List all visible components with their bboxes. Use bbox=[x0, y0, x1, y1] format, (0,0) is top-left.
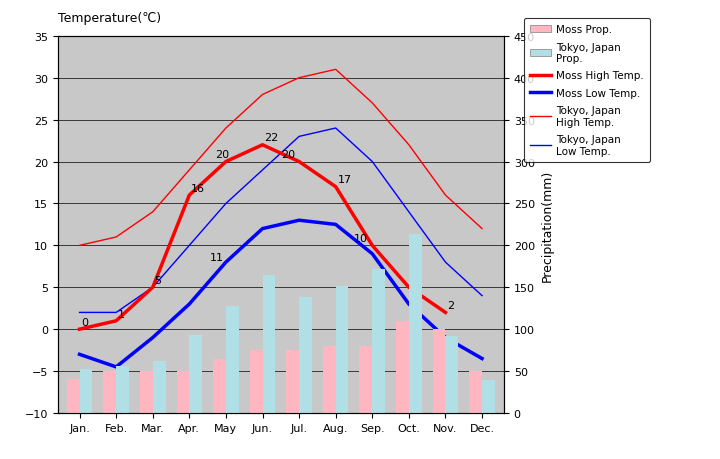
Text: 10: 10 bbox=[354, 234, 368, 244]
Bar bbox=[359, 346, 372, 413]
Legend: Moss Prop., Tokyo, Japan
Prop., Moss High Temp., Moss Low Temp., Tokyo, Japan
Hi: Moss Prop., Tokyo, Japan Prop., Moss Hig… bbox=[523, 19, 650, 162]
Text: Temperature(℃): Temperature(℃) bbox=[58, 12, 161, 25]
Text: 11: 11 bbox=[210, 252, 223, 262]
Bar bbox=[226, 306, 239, 413]
Text: 2: 2 bbox=[447, 301, 454, 311]
Text: 20: 20 bbox=[215, 149, 229, 159]
Text: 1: 1 bbox=[118, 309, 125, 319]
Text: 5: 5 bbox=[410, 275, 418, 285]
Bar bbox=[213, 359, 226, 413]
Bar bbox=[176, 371, 189, 413]
Bar bbox=[409, 235, 422, 413]
Bar bbox=[372, 269, 385, 413]
Text: 22: 22 bbox=[264, 133, 279, 142]
Bar bbox=[250, 350, 263, 413]
Bar bbox=[469, 371, 482, 413]
Text: 17: 17 bbox=[338, 175, 351, 185]
Bar bbox=[116, 366, 129, 413]
Bar bbox=[396, 321, 409, 413]
Y-axis label: Precipitation(mm): Precipitation(mm) bbox=[541, 169, 554, 281]
Text: 0: 0 bbox=[81, 317, 89, 327]
Bar bbox=[104, 371, 116, 413]
Bar bbox=[433, 330, 446, 413]
Bar bbox=[140, 371, 153, 413]
Bar bbox=[446, 336, 458, 413]
Bar bbox=[263, 275, 275, 413]
Bar bbox=[336, 286, 348, 413]
Bar bbox=[323, 346, 336, 413]
Bar bbox=[482, 381, 495, 413]
Bar bbox=[79, 369, 92, 413]
Bar bbox=[153, 361, 166, 413]
Text: 16: 16 bbox=[191, 184, 205, 193]
Bar bbox=[67, 380, 79, 413]
Text: 20: 20 bbox=[281, 150, 295, 160]
Bar bbox=[189, 336, 202, 413]
Bar bbox=[287, 350, 299, 413]
Text: 5: 5 bbox=[155, 275, 161, 285]
Bar bbox=[299, 298, 312, 413]
